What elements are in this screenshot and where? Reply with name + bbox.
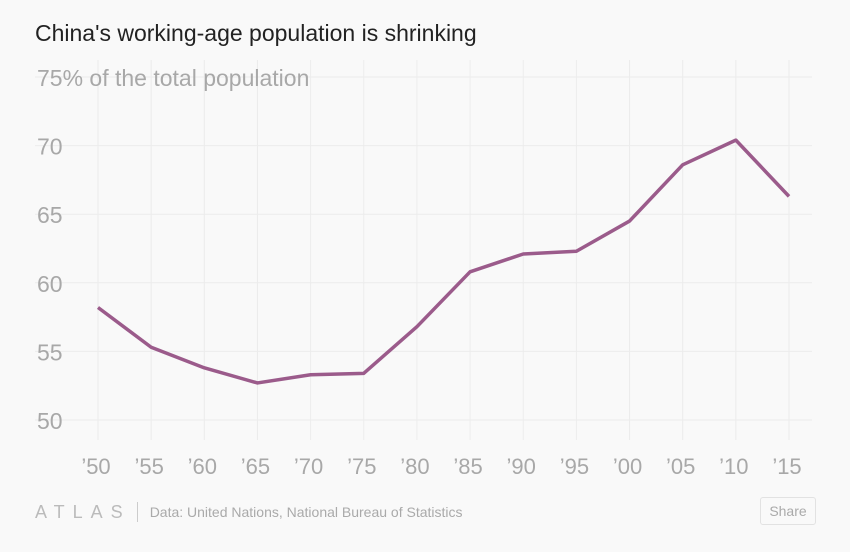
x-tick-label: ’70 — [294, 454, 323, 479]
x-tick-label: ’55 — [134, 454, 163, 479]
x-tick-label: ’90 — [507, 454, 536, 479]
line-chart: ’50 ’55 ’60 ’65 ’70 ’75 ’80 ’85 ’90 ’95 ’00 ’05 ’10 ’… — [35, 60, 812, 479]
series-line — [96, 138, 791, 385]
chart-title: China's working-age population is shrink… — [35, 20, 477, 46]
y-tick-label: 75% of the total population — [37, 65, 309, 91]
y-tick-label: 60 — [37, 271, 63, 297]
x-tick-label: ’50 — [81, 454, 110, 479]
x-tick-label: ’05 — [666, 454, 695, 479]
footer: ATLAS Data: United Nations, National Bur… — [35, 502, 463, 522]
x-tick-label: ’95 — [560, 454, 589, 479]
y-tick-label: 50 — [37, 408, 63, 434]
x-tick-label: ’15 — [772, 454, 801, 479]
y-tick-label: 70 — [37, 134, 63, 160]
y-tick-label: 55 — [37, 339, 63, 365]
share-button[interactable]: Share — [760, 497, 816, 525]
x-tick-label: ’60 — [188, 454, 217, 479]
atlas-logo[interactable]: ATLAS — [35, 502, 138, 522]
x-tick-label: ’00 — [613, 454, 642, 479]
source-note: Data: United Nations, National Bureau of… — [149, 504, 463, 520]
x-tick-label: ’65 — [241, 454, 270, 479]
x-tick-label: ’85 — [453, 454, 482, 479]
y-tick-label: 65 — [37, 202, 63, 228]
x-tick-label: ’80 — [400, 454, 429, 479]
x-tick-label: ’75 — [347, 454, 376, 479]
x-tick-label: ’10 — [719, 454, 748, 479]
